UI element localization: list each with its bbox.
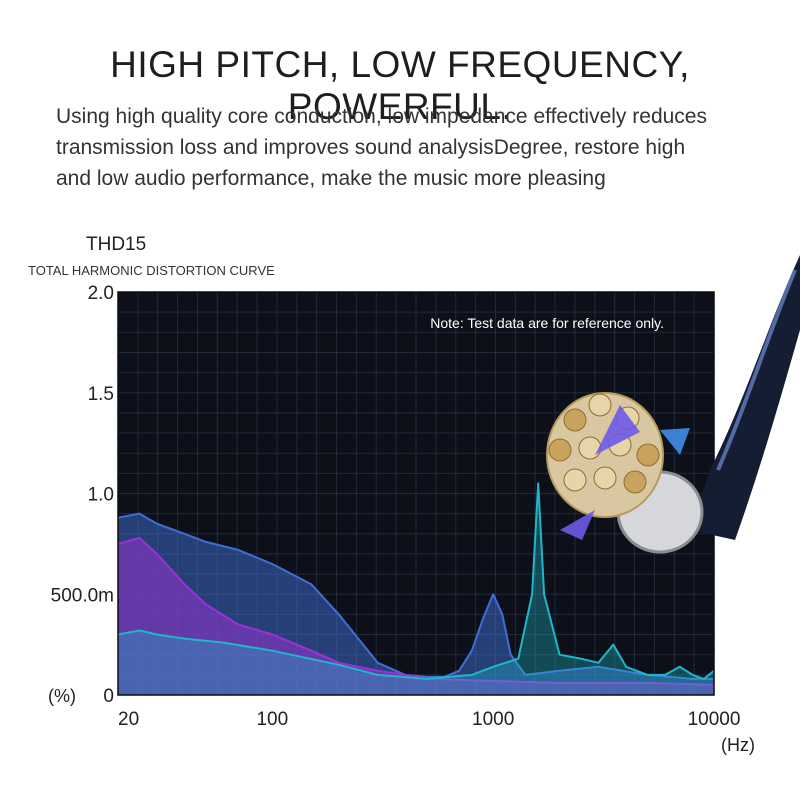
description-line-2: transmission loss and improves sound ana…: [56, 136, 686, 159]
chart-annotation: Note: Test data are for reference only.: [430, 315, 664, 331]
y-tick-label: 1.0: [88, 485, 114, 506]
wire-strand: [563, 408, 587, 432]
series-area-2: [118, 537, 714, 695]
description-line-1: Using high quality core conduction, low …: [56, 105, 707, 128]
chart-subtitle: TOTAL HARMONIC DISTORTION CURVE: [28, 263, 275, 278]
cable-highlight: [716, 269, 797, 471]
arrow-right-icon: [660, 428, 690, 455]
x-tick-label: 1000: [472, 709, 514, 730]
y-unit-label: (%): [48, 686, 76, 706]
x-tick-label: 10000: [688, 709, 741, 730]
y-tick-label: 0: [103, 686, 114, 707]
wire-strand: [623, 470, 647, 494]
series-line-3: [117, 482, 715, 680]
arrow-up-icon: [595, 405, 640, 455]
headline: HIGH PITCH, LOW FREQUENCY, POWERFUL.: [110, 44, 690, 127]
x-tick-label: 20: [118, 709, 139, 730]
y-tick-label: 500.0m: [51, 585, 114, 606]
cable-illustration: [546, 255, 800, 554]
x-unit-label: (Hz): [721, 735, 755, 755]
description-line-3: and low audio performance, make the musi…: [56, 167, 606, 190]
wire-strand: [588, 393, 612, 417]
y-tick-label: 2.0: [88, 283, 114, 304]
y-tick-label: 1.5: [88, 384, 114, 405]
wire-strand: [548, 438, 572, 462]
x-tick-label: 100: [256, 709, 288, 730]
series-line-2: [117, 536, 715, 686]
wire-strand: [636, 443, 660, 467]
wire-strand: [563, 468, 587, 492]
series-area-3: [118, 483, 714, 695]
chart-title: THD15: [86, 234, 147, 255]
wire-strand: [593, 466, 617, 490]
arrow-small-icon: [560, 510, 595, 540]
wire-strand: [578, 436, 602, 460]
